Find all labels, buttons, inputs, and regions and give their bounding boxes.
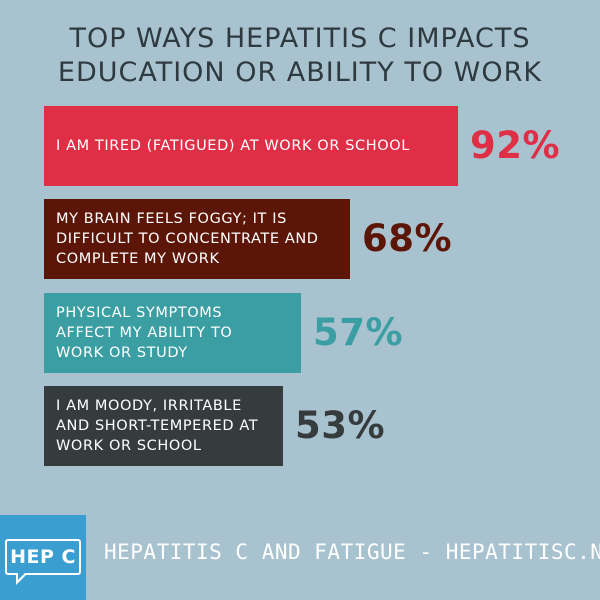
bar-1: I AM TIRED (FATIGUED) AT WORK OR SCHOOL: [44, 106, 458, 186]
bar-label-4: I AM MOODY, IRRITABLE AND SHORT-TEMPERED…: [56, 398, 259, 454]
value-label-2: 68%: [362, 217, 453, 260]
footer-source: HEPATITIS C AND FATIGUE - HEPATITISC.NET: [104, 540, 600, 564]
chart-title-line-2: EDUCATION OR ABILITY TO WORK: [57, 57, 543, 88]
bar-2: MY BRAIN FEELS FOGGY; IT IS DIFFICULT TO…: [44, 199, 350, 279]
speech-bubble-icon: HEP C: [5, 539, 81, 575]
value-label-4: 53%: [295, 404, 386, 447]
value-label-1: 92%: [470, 124, 561, 167]
chart-title: TOP WAYS HEPATITIS C IMPACTS EDUCATION O…: [0, 22, 600, 90]
chart-title-line-1: TOP WAYS HEPATITIS C IMPACTS: [69, 23, 531, 54]
bar-label-1: I AM TIRED (FATIGUED) AT WORK OR SCHOOL: [56, 138, 410, 154]
bar-label-3: PHYSICAL SYMPTOMS AFFECT MY ABILITY TO W…: [56, 305, 233, 361]
speech-bubble-tail-inner-icon: [18, 572, 26, 580]
bar-3: PHYSICAL SYMPTOMS AFFECT MY ABILITY TO W…: [44, 293, 301, 373]
logo-text: HEP C: [10, 546, 76, 568]
value-label-3: 57%: [313, 311, 404, 354]
bar-4: I AM MOODY, IRRITABLE AND SHORT-TEMPERED…: [44, 386, 283, 466]
hep-c-logo: HEP C: [0, 515, 86, 600]
bar-label-2: MY BRAIN FEELS FOGGY; IT IS DIFFICULT TO…: [56, 211, 319, 267]
